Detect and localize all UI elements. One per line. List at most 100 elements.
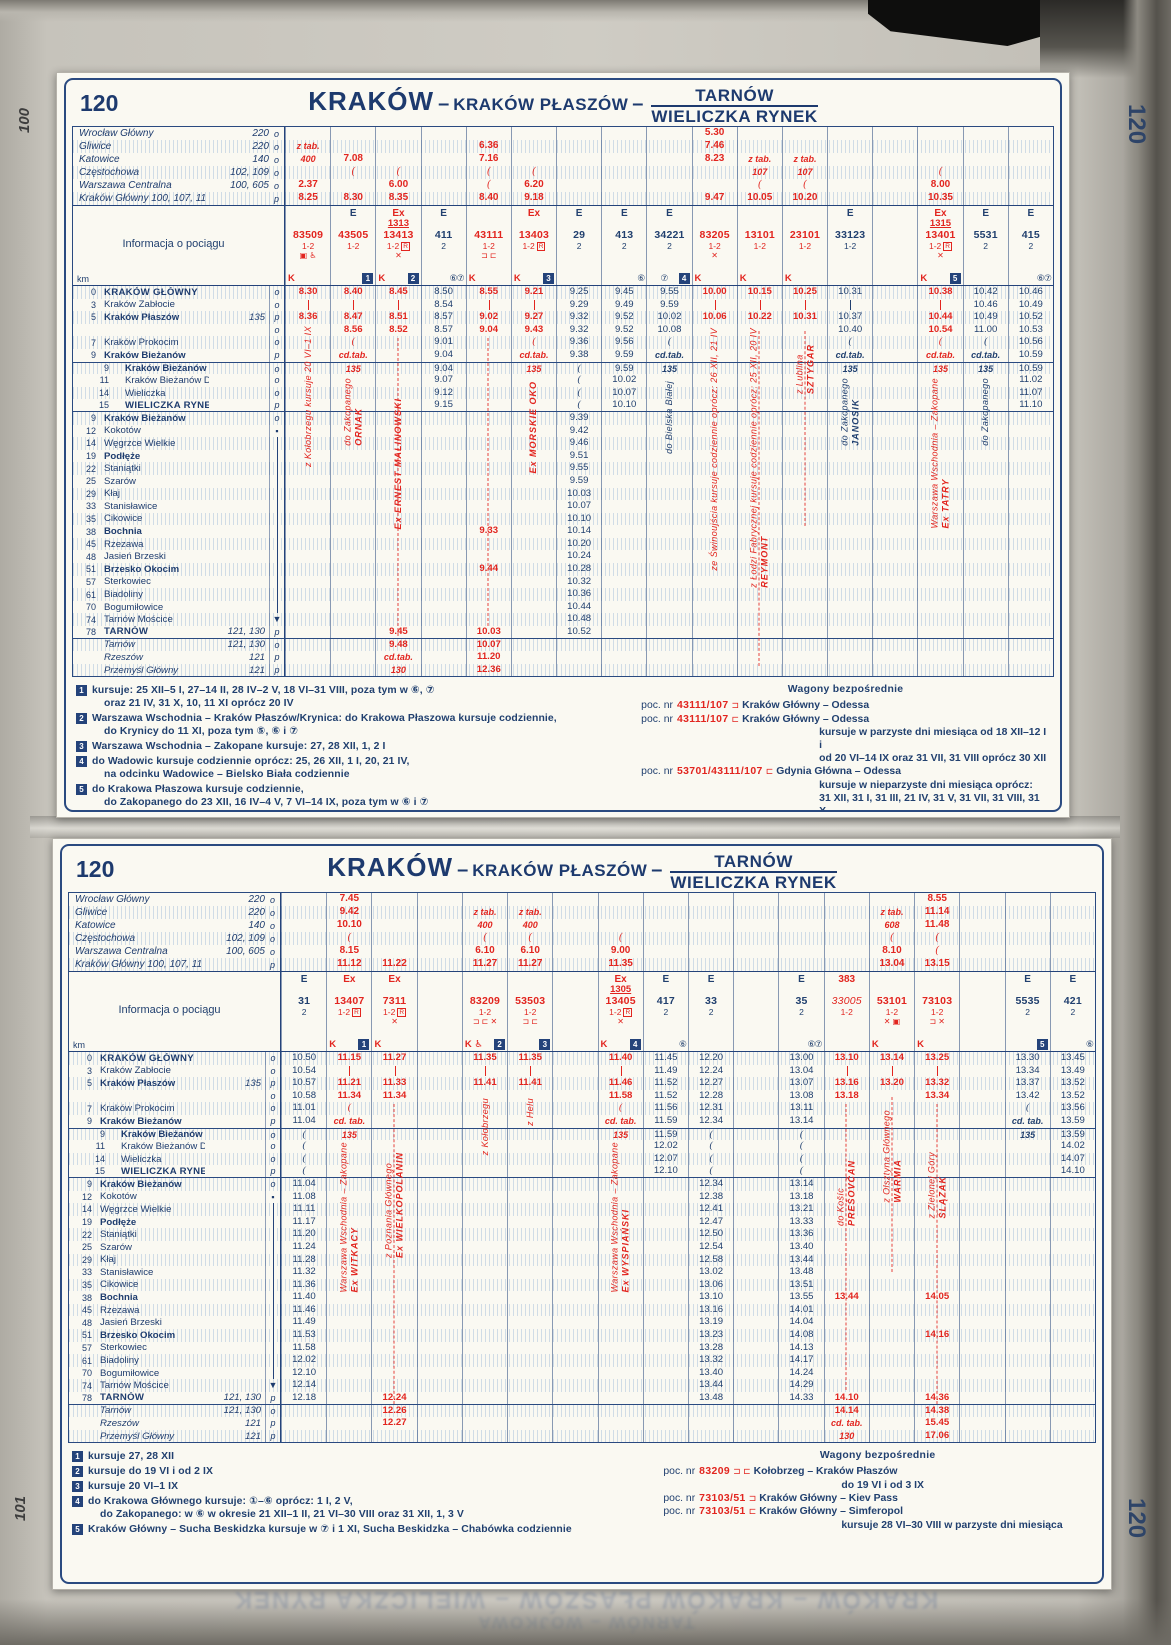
time-cell — [371, 1379, 416, 1393]
time-cell — [597, 1392, 643, 1404]
time-cell — [823, 1240, 869, 1254]
time-cell — [1049, 1404, 1095, 1418]
time-cell: 13.44 — [687, 1379, 733, 1393]
train-class: 1-2 R — [609, 1007, 633, 1017]
time-cell — [510, 298, 556, 312]
arr-dep-mark: ▼ — [265, 1379, 280, 1393]
time-cell — [416, 1366, 462, 1380]
time-value: 9.39 — [569, 411, 589, 423]
station-label: Tarnów 121, 130 o — [73, 638, 285, 652]
time-value: 13.32 — [925, 1077, 950, 1089]
time-cell — [371, 1228, 416, 1241]
train-category: E — [1024, 974, 1031, 985]
station-label: 70 Bogumiłowice — [73, 600, 285, 614]
time-cell — [736, 462, 782, 475]
time-cell — [507, 1152, 552, 1166]
time-cell: 13.23 — [687, 1329, 733, 1342]
feeder-time-cell: 8.00 — [917, 179, 962, 192]
station-name: Kokotów — [104, 425, 141, 437]
running-days-circles: ⑥ — [678, 1039, 687, 1049]
feeder-time-cell — [420, 127, 466, 140]
time-cell: 13.32 — [687, 1354, 733, 1367]
time-cell — [552, 1165, 597, 1177]
train-extra-number — [825, 985, 869, 995]
train-category: E — [798, 974, 805, 985]
time-value: 9.38 — [569, 348, 589, 360]
time-cell — [1049, 1366, 1095, 1380]
time-cell: 8.56 — [330, 323, 375, 337]
arr-dep-mark: o — [269, 362, 284, 375]
feeder-time-cell — [1049, 945, 1095, 958]
time-cell — [507, 1354, 552, 1367]
km-value: 0 — [90, 287, 96, 298]
feeder-time-cell — [642, 945, 688, 958]
time-cell: 11.04 — [281, 1114, 326, 1128]
train-column-header: E 29 2 — [556, 206, 601, 285]
time-cell — [733, 1128, 778, 1141]
time-cell — [285, 298, 330, 312]
time-cell — [868, 1177, 914, 1191]
time-cell — [642, 1303, 688, 1317]
time-cell — [868, 1429, 914, 1443]
time-cell — [642, 1253, 688, 1267]
train-column-header: Ex 13407 1-2 R K 1 — [326, 972, 371, 1051]
footnote: 3 kursuje 20 VI–1 IX — [72, 1480, 653, 1493]
time-cell — [510, 399, 556, 411]
station-row: 35 Cikowice 10.10 — [73, 512, 1053, 526]
time-value: 13.52 — [1060, 1077, 1085, 1089]
time-cell — [733, 1392, 778, 1404]
route-number-right-top: 120 — [1123, 104, 1150, 145]
time-value: 13.44 — [834, 1291, 859, 1303]
feeder-time-cell — [646, 127, 691, 140]
time-cell — [827, 462, 872, 475]
feeder-row: Gliwice 220 o 9.42 z tab. z tab. z tab. 11.14 — [69, 906, 1095, 919]
time-cell: 10.42 — [962, 286, 1008, 299]
time-cells: 10.20 — [285, 537, 1053, 551]
train-number: 29 — [573, 229, 586, 241]
time-value: 9.32 — [569, 311, 589, 323]
time-value: 7.45 — [339, 893, 360, 904]
time-cell — [691, 374, 737, 387]
feeder-label: Kraków Główny 100, 107, 110, 140p — [69, 958, 281, 971]
time-value: 10.44 — [567, 600, 592, 612]
time-value: 10.07 — [567, 500, 592, 512]
time-cell — [959, 1203, 1004, 1216]
time-cell — [733, 1140, 778, 1153]
feeder-arr-dep-mark: p — [269, 959, 275, 970]
time-cell — [416, 1392, 462, 1404]
through-train-number: 43111/107 — [676, 713, 729, 725]
arr-dep-mark — [269, 462, 284, 475]
time-cell — [959, 1089, 1004, 1103]
time-cell — [507, 1329, 552, 1342]
time-cell — [872, 286, 917, 299]
station-row: 7 Kraków Prokocim o 11.01((11.56 12.31 13.11(… — [69, 1102, 1095, 1115]
time-cell — [691, 500, 737, 513]
time-cell: 11.53 — [281, 1329, 326, 1342]
station-name: Biadoliny — [100, 1355, 139, 1367]
time-cell — [601, 575, 646, 589]
feeder-time-cell — [371, 893, 416, 906]
footnote-text: do Wadowic kursuje codziennie oprócz: 25… — [92, 755, 410, 781]
time-cell — [1007, 462, 1053, 475]
time-cell — [736, 386, 782, 400]
feeder-label: Katowice 140 o — [69, 919, 281, 932]
station-row: 5 Kraków Płaszów 135 p 10.57 11.21 11.33 11.41 1… — [69, 1077, 1095, 1090]
train-extra-number — [327, 985, 371, 995]
skip-paren: ( — [938, 336, 943, 348]
train-service-icons: ⊐ ⊏ — [480, 251, 497, 260]
time-cell: ( — [281, 1140, 326, 1153]
time-cell — [1004, 1215, 1050, 1229]
time-value: 11.32 — [292, 1266, 316, 1278]
time-cell — [510, 487, 556, 501]
time-cell — [601, 474, 646, 488]
feeder-time-cell — [646, 140, 691, 153]
time-value: 11.41 — [473, 1077, 497, 1089]
time-value: 10.10 — [567, 512, 592, 524]
time-cell — [416, 1266, 462, 1279]
time-cell: 9.32 — [556, 311, 601, 324]
time-cell — [642, 1316, 688, 1330]
time-cell — [601, 462, 646, 475]
time-cell — [781, 575, 827, 589]
time-cell: 10.24 — [556, 550, 601, 564]
